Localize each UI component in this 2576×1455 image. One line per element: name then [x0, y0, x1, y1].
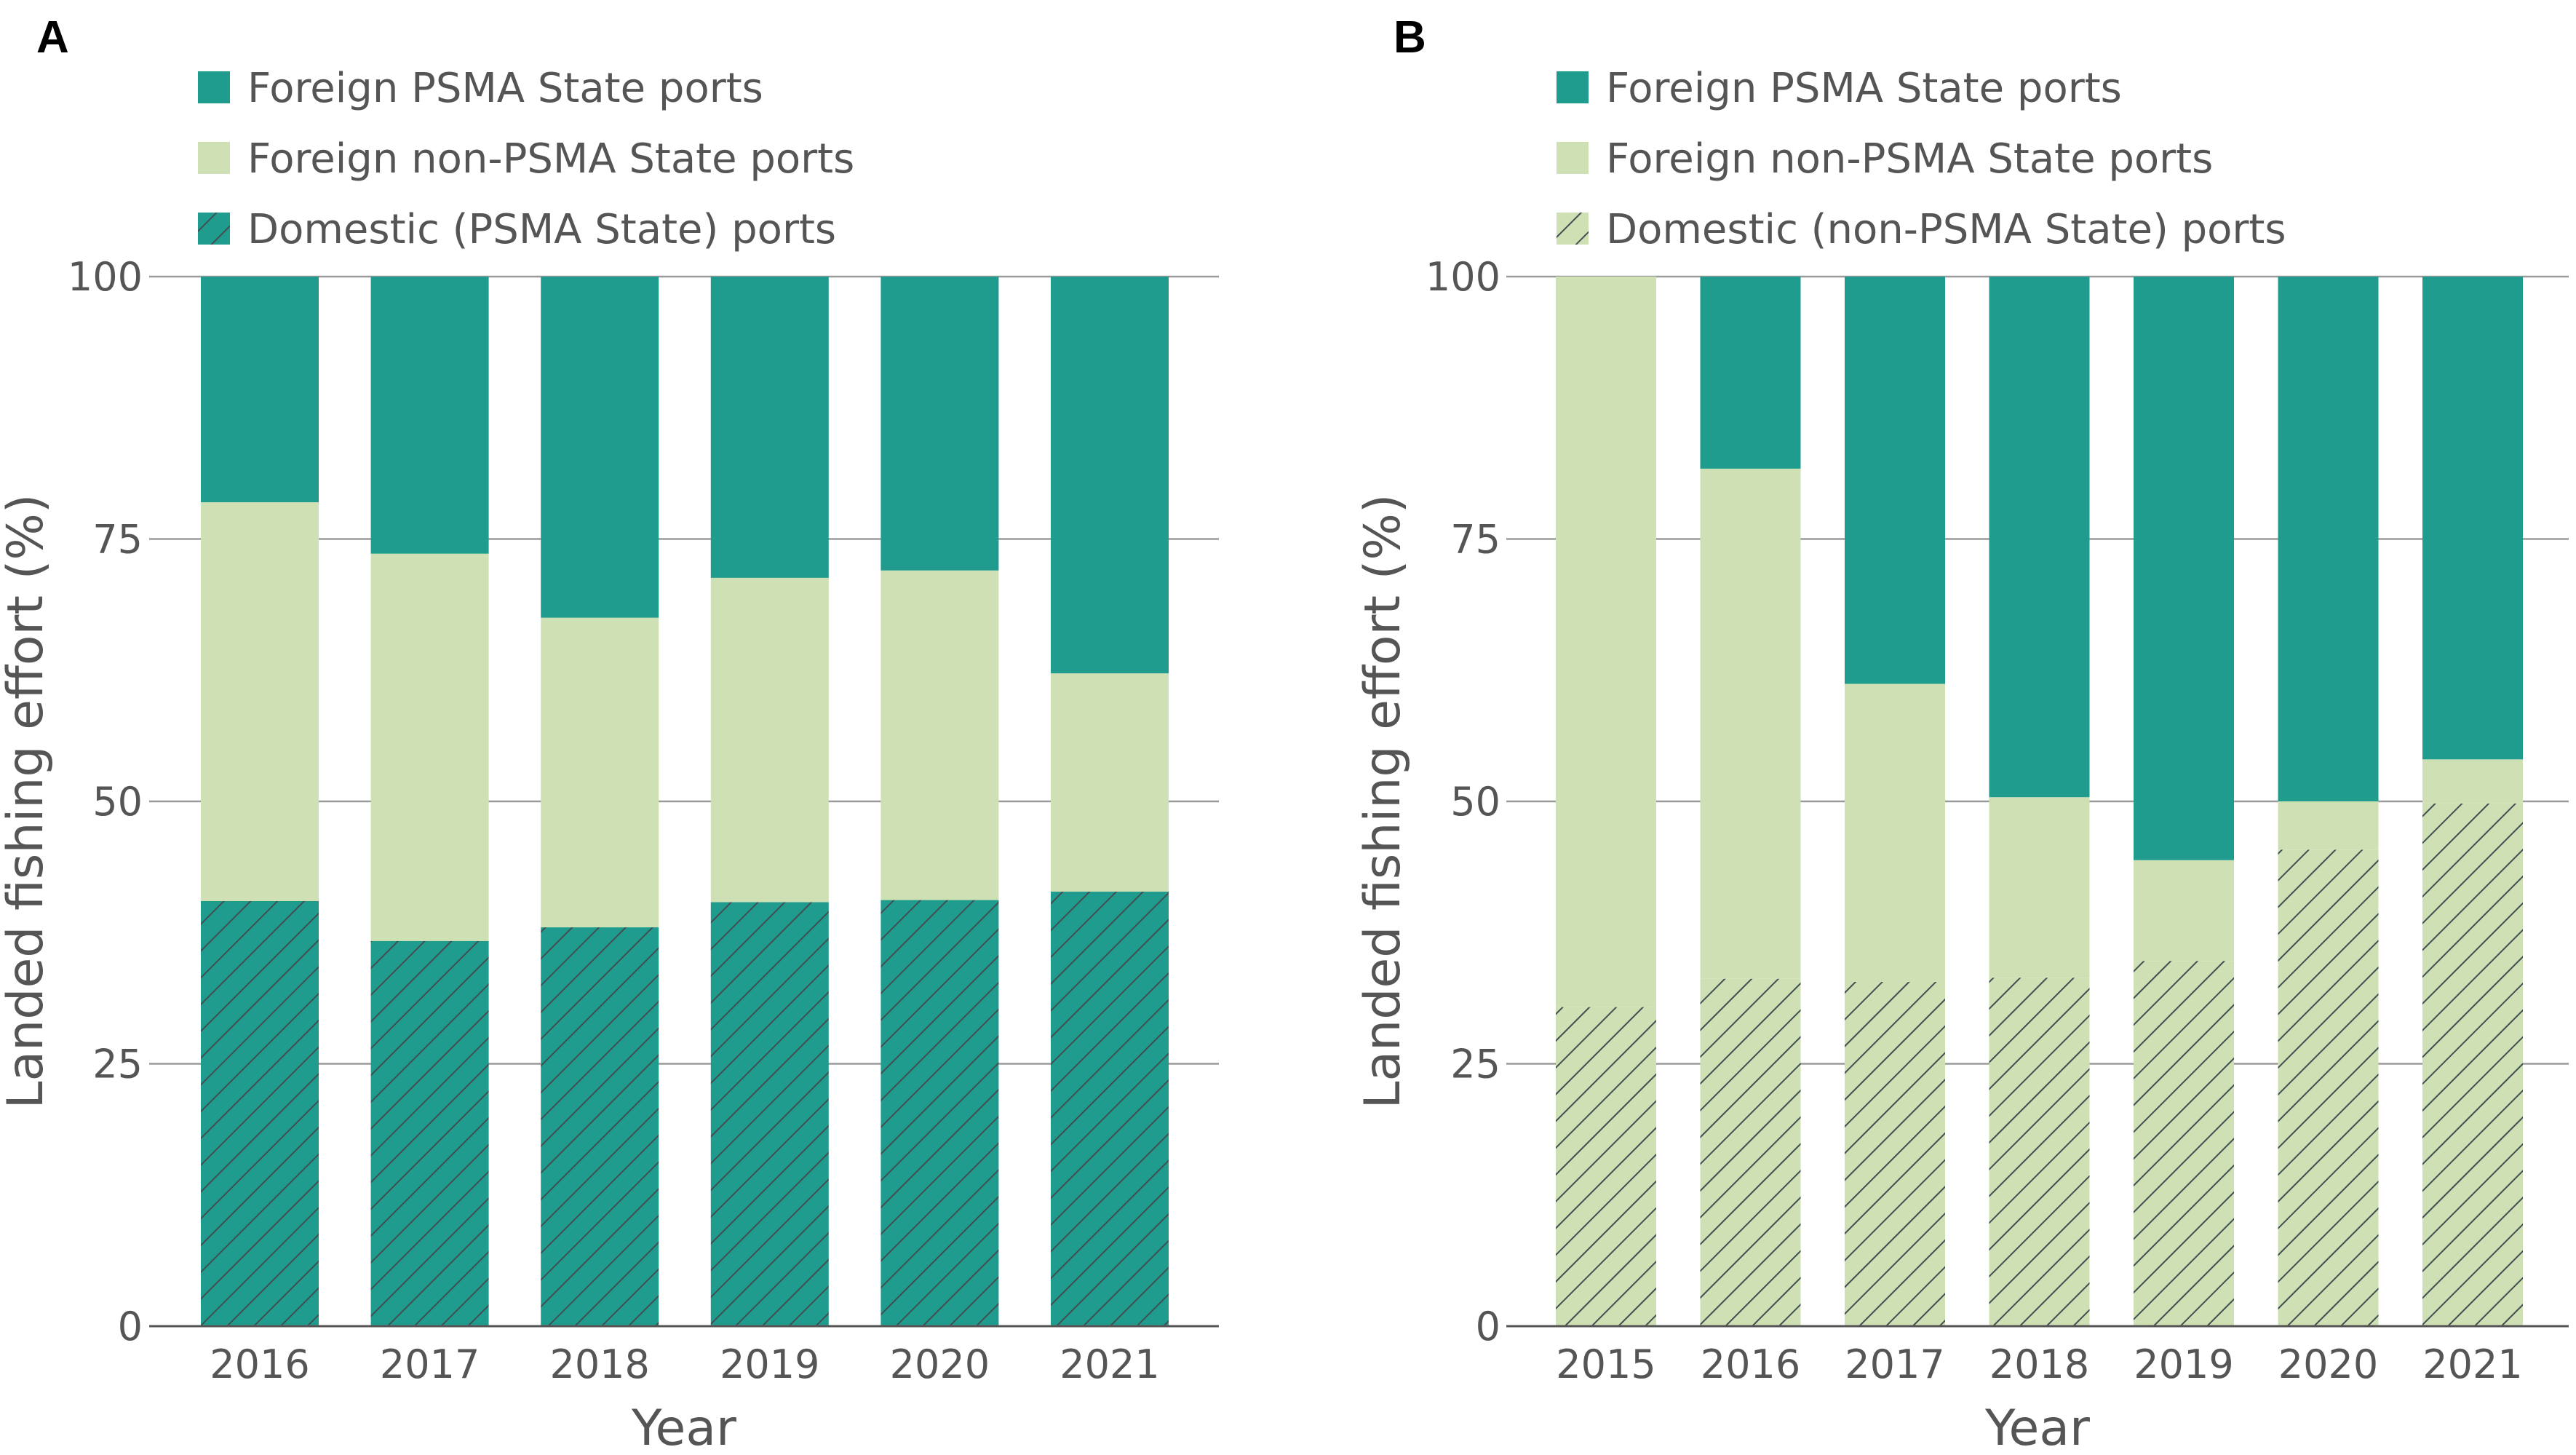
panel-b-legend-swatch-domestic-non-psma-state-ports	[1557, 213, 1589, 245]
panel-a-letter: A	[36, 12, 69, 63]
panel-a-legend-swatch-domestic-psma-state-ports	[198, 213, 230, 245]
panel-a-legend-label-foreign-psma-state-ports: Foreign PSMA State ports	[247, 65, 763, 112]
panel-b-x-tick-2016: 2016	[1701, 1341, 1800, 1387]
panel-b-bar-2017-domestic-non-psma-state-ports	[1845, 982, 1945, 1326]
panel-b-y-tick-25: 25	[1450, 1042, 1500, 1087]
panel-a-y-tick-100: 100	[68, 254, 143, 300]
panel-b-bar-2015-domestic-non-psma-state-ports	[1556, 1007, 1656, 1326]
panel-a-bar-2020-foreign-non-psma-state-ports	[880, 570, 999, 900]
panel-b-bar-2019-domestic-non-psma-state-ports	[2134, 961, 2234, 1326]
panel-a-y-tick-25: 25	[92, 1042, 143, 1087]
panel-a-x-tick-2016: 2016	[210, 1341, 309, 1387]
panel-a-x-tick-2019: 2019	[720, 1341, 819, 1387]
panel-a-bar-2021-foreign-non-psma-state-ports	[1051, 673, 1169, 892]
panel-a-bar-2016-domestic-psma-state-ports	[201, 900, 319, 1326]
panel-a-bar-2018-foreign-psma-state-ports	[541, 277, 659, 618]
panel-a-bar-2021-domestic-psma-state-ports	[1051, 892, 1169, 1326]
panel-a-legend-swatch-foreign-non-psma-state-ports	[198, 142, 230, 174]
panel-b-bar-2021-domestic-non-psma-state-ports	[2422, 803, 2523, 1326]
panel-a-bar-2020-domestic-psma-state-ports	[880, 900, 999, 1326]
panel-a-bar-2020-foreign-psma-state-ports	[880, 277, 999, 571]
panel-b-bar-2016-foreign-non-psma-state-ports	[1700, 468, 1801, 979]
panel-b-bar-2021-foreign-psma-state-ports	[2422, 277, 2523, 760]
panel-b-x-tick-2020: 2020	[2278, 1341, 2378, 1387]
panel-a-bar-2021-foreign-psma-state-ports	[1051, 277, 1169, 674]
panel-a-bar-2016-foreign-non-psma-state-ports	[201, 502, 319, 901]
panel-b-x-tick-2018: 2018	[1989, 1341, 2089, 1387]
panel-b-bar-2019-foreign-psma-state-ports	[2134, 277, 2234, 860]
panel-a-bar-2019-domestic-psma-state-ports	[710, 902, 829, 1326]
panel-b-bar-2016-foreign-psma-state-ports	[1700, 277, 1801, 469]
panel-b-y-tick-75: 75	[1450, 517, 1500, 563]
panel-a-bar-2018-foreign-non-psma-state-ports	[541, 617, 659, 928]
panel-b-x-tick-2017: 2017	[1845, 1341, 1944, 1387]
panel-a-bar-2019-foreign-psma-state-ports	[710, 277, 829, 578]
panel-b-legend-label-foreign-non-psma-state-ports: Foreign non-PSMA State ports	[1606, 135, 2213, 183]
panel-b-bar-2015-foreign-non-psma-state-ports	[1556, 277, 1656, 1007]
panel-a-bar-2019-foreign-non-psma-state-ports	[710, 577, 829, 903]
panel-b-bar-2021-foreign-non-psma-state-ports	[2422, 759, 2523, 804]
panel-a-legend-label-foreign-non-psma-state-ports: Foreign non-PSMA State ports	[247, 135, 854, 183]
panel-b-legend-label-foreign-psma-state-ports: Foreign PSMA State ports	[1606, 65, 2122, 112]
panel-b-x-tick-2021: 2021	[2422, 1341, 2522, 1387]
panel-b-bar-2019-foreign-non-psma-state-ports	[2134, 860, 2234, 962]
panel-a-x-tick-2021: 2021	[1060, 1341, 1159, 1387]
panel-b-bar-2020-domestic-non-psma-state-ports	[2278, 849, 2379, 1326]
chart-panel-a: A Foreign PSMA State ports Foreign non-PSM…	[0, 12, 1219, 1455]
panel-b-legend-label-domestic-non-psma-state-ports: Domestic (non-PSMA State) ports	[1606, 206, 2286, 253]
panel-a-bar-2018-domestic-psma-state-ports	[541, 927, 659, 1326]
chart-panel-b: B Foreign PSMA State ports Foreign non-PSM…	[1354, 12, 2569, 1455]
panel-b-bar-2018-foreign-non-psma-state-ports	[1989, 797, 2090, 978]
panel-a-bar-2017-domestic-psma-state-ports	[370, 940, 489, 1326]
panel-b-legend-swatch-foreign-psma-state-ports	[1557, 71, 1589, 103]
panel-b-bar-2016-domestic-non-psma-state-ports	[1700, 978, 1801, 1326]
panel-b-letter: B	[1394, 12, 1426, 63]
panel-b-y-axis-title: Landed fishing effort (%)	[1354, 494, 1412, 1109]
panel-b-y-tick-50: 50	[1450, 779, 1500, 825]
panel-a-y-tick-75: 75	[92, 517, 143, 563]
panel-a-x-tick-2017: 2017	[380, 1341, 480, 1387]
panel-a-bar-2017-foreign-psma-state-ports	[370, 277, 489, 554]
panel-a-bar-2017-foreign-non-psma-state-ports	[370, 553, 489, 941]
panel-a-x-tick-2020: 2020	[890, 1341, 990, 1387]
panel-b-y-tick-0: 0	[1476, 1304, 1500, 1349]
panel-a-legend-label-domestic-psma-state-ports: Domestic (PSMA State) ports	[247, 206, 836, 253]
panel-b-bar-2018-foreign-psma-state-ports	[1989, 277, 2090, 798]
panel-a-x-axis-title: Year	[631, 1400, 736, 1455]
panel-b-y-tick-100: 100	[1426, 254, 1500, 300]
panel-a-bar-2016-foreign-psma-state-ports	[201, 277, 319, 503]
panel-b-bar-2018-domestic-non-psma-state-ports	[1989, 978, 2090, 1326]
panel-b-x-tick-2019: 2019	[2134, 1341, 2233, 1387]
panel-a-legend-swatch-foreign-psma-state-ports	[198, 71, 230, 103]
panel-b-x-tick-2015: 2015	[1556, 1341, 1655, 1387]
panel-a-y-axis-title: Landed fishing effort (%)	[0, 494, 55, 1109]
panel-a-y-tick-0: 0	[118, 1304, 143, 1349]
panel-b-x-axis-title: Year	[1984, 1400, 2090, 1455]
panel-a-x-tick-2018: 2018	[549, 1341, 649, 1387]
panel-b-legend-swatch-foreign-non-psma-state-ports	[1557, 142, 1589, 174]
panel-b-bar-2017-foreign-psma-state-ports	[1845, 277, 1945, 684]
panel-b-bar-2020-foreign-psma-state-ports	[2278, 277, 2379, 801]
panel-b-bar-2017-foreign-non-psma-state-ports	[1845, 683, 1945, 983]
panel-b-bar-2020-foreign-non-psma-state-ports	[2278, 801, 2379, 850]
panel-a-y-tick-50: 50	[92, 779, 143, 825]
